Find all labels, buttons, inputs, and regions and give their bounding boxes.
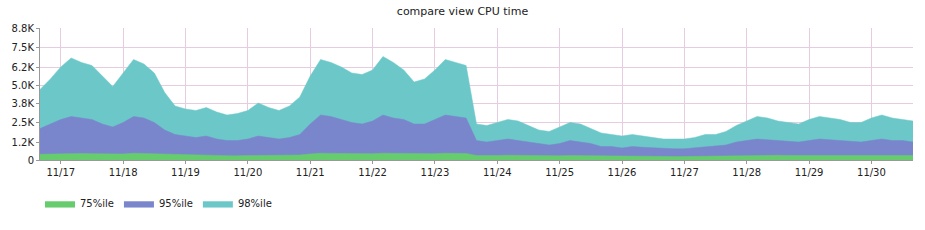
svg-text:compare view CPU time: compare view CPU time xyxy=(397,5,529,18)
svg-text:75%ile: 75%ile xyxy=(80,198,114,209)
svg-text:11/29: 11/29 xyxy=(795,167,824,178)
svg-text:11/30: 11/30 xyxy=(857,167,886,178)
svg-text:11/25: 11/25 xyxy=(545,167,574,178)
svg-text:1.2K: 1.2K xyxy=(12,137,35,148)
svg-text:2.5K: 2.5K xyxy=(12,117,35,128)
svg-text:11/23: 11/23 xyxy=(421,167,450,178)
svg-text:11/27: 11/27 xyxy=(670,167,699,178)
svg-text:11/17: 11/17 xyxy=(46,167,75,178)
svg-text:7.5K: 7.5K xyxy=(12,42,35,53)
svg-text:11/26: 11/26 xyxy=(608,167,637,178)
svg-text:0: 0 xyxy=(28,155,34,166)
svg-text:11/20: 11/20 xyxy=(233,167,262,178)
svg-text:11/22: 11/22 xyxy=(358,167,387,178)
svg-text:5.0K: 5.0K xyxy=(12,80,35,91)
svg-text:8.8K: 8.8K xyxy=(12,23,35,34)
svg-text:11/28: 11/28 xyxy=(732,167,761,178)
svg-text:98%ile: 98%ile xyxy=(238,198,272,209)
svg-text:6.2K: 6.2K xyxy=(12,62,35,73)
svg-text:3.8K: 3.8K xyxy=(12,98,35,109)
svg-text:11/19: 11/19 xyxy=(171,167,200,178)
svg-text:11/24: 11/24 xyxy=(483,167,512,178)
svg-text:11/21: 11/21 xyxy=(296,167,325,178)
svg-text:95%ile: 95%ile xyxy=(159,198,193,209)
svg-text:11/18: 11/18 xyxy=(109,167,138,178)
